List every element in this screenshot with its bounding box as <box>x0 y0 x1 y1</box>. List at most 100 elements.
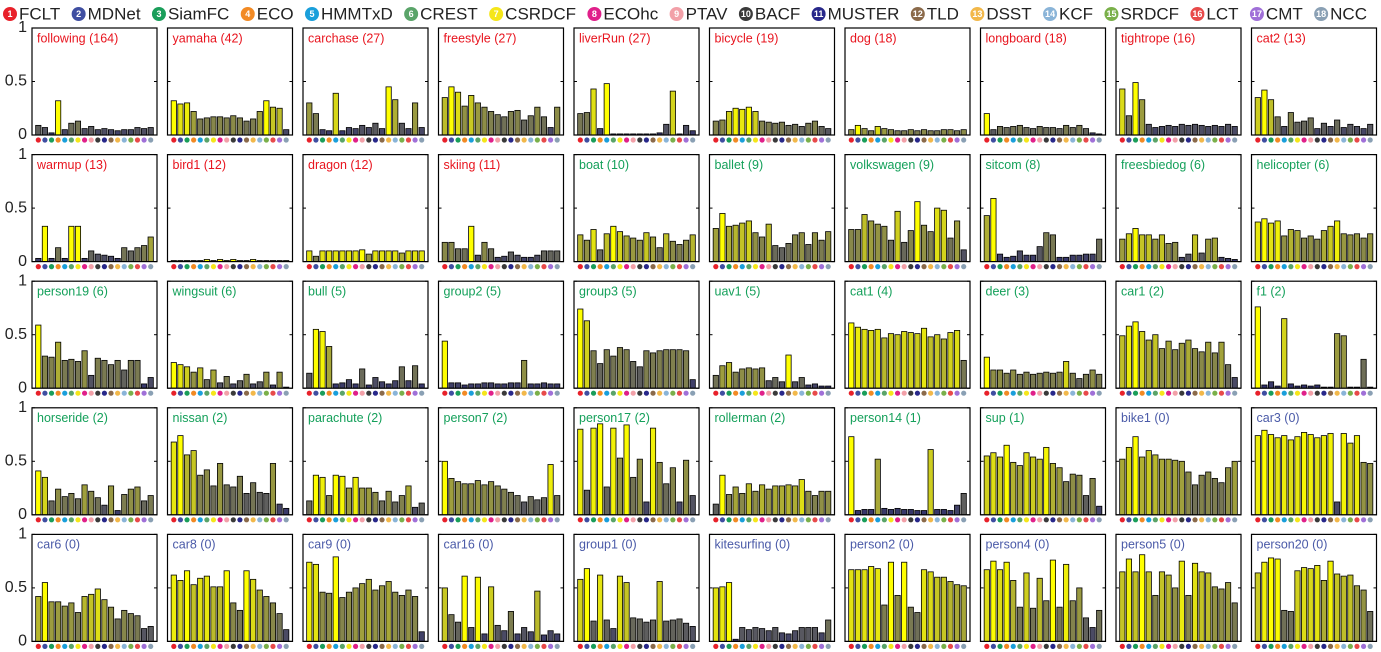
bar <box>636 618 643 642</box>
y-tick-label: 0.5 <box>5 453 27 470</box>
bar <box>1327 560 1334 642</box>
bar <box>365 253 372 263</box>
tracker-marker <box>1301 137 1307 143</box>
tracker-marker <box>1126 390 1132 396</box>
bar <box>778 381 785 389</box>
bar <box>940 509 947 516</box>
bar <box>1016 250 1023 262</box>
panel-frame <box>573 280 700 389</box>
bar <box>848 229 855 262</box>
bar <box>412 365 419 389</box>
bar <box>861 328 868 389</box>
tracker-marker <box>399 517 405 523</box>
bar <box>1023 371 1030 389</box>
bar <box>55 100 62 136</box>
tracker-marker <box>237 390 243 396</box>
tracker-marker <box>352 264 359 270</box>
bar <box>719 586 726 642</box>
tracker-marker <box>75 264 81 270</box>
bar <box>752 232 759 263</box>
tracker-marker <box>908 517 914 523</box>
tracker-marker <box>468 390 474 396</box>
tracker-marker <box>617 264 623 270</box>
legend-item: 18 NCC <box>1314 4 1367 23</box>
bar <box>41 355 48 389</box>
bar <box>514 633 521 642</box>
tracker-marker <box>1139 517 1145 523</box>
tracker-marker <box>462 264 468 270</box>
tracker-marker <box>339 643 345 650</box>
tracker-marker <box>990 517 997 523</box>
bar <box>1049 463 1056 516</box>
bar <box>454 621 462 642</box>
tracker-marker <box>88 390 94 396</box>
bar <box>818 239 825 262</box>
legend-id: 10 <box>741 9 751 19</box>
panel-frame <box>166 407 294 516</box>
legend-item: 5 HMMTxD <box>304 4 393 23</box>
bar <box>960 249 967 263</box>
bar <box>1225 582 1232 642</box>
bar <box>1125 115 1132 136</box>
bar <box>1145 450 1152 516</box>
tracker-marker <box>534 137 540 143</box>
tracker-marker <box>346 264 352 270</box>
bar <box>507 382 514 389</box>
tracker-marker <box>462 137 468 143</box>
bar <box>68 122 75 136</box>
panel <box>980 28 1106 135</box>
tracker-marker <box>217 264 223 270</box>
tracker-marker <box>1089 137 1096 143</box>
bar <box>785 243 792 263</box>
tracker-marker <box>772 137 778 143</box>
tracker-marker <box>785 137 792 143</box>
bar <box>405 485 412 516</box>
tracker-marker <box>319 390 326 396</box>
bar <box>1030 607 1037 642</box>
tracker-marker <box>604 517 610 523</box>
tracker-marker <box>210 137 217 143</box>
bar <box>854 569 861 642</box>
tracker-marker <box>366 264 372 270</box>
bar <box>1069 127 1076 136</box>
tracker-marker <box>1063 643 1069 650</box>
bar <box>134 615 141 642</box>
bar <box>1082 617 1090 642</box>
bar <box>88 126 95 136</box>
bar <box>55 247 62 263</box>
tracker-marker <box>257 643 263 650</box>
tracker-marker <box>766 390 772 396</box>
bar <box>745 106 752 136</box>
tracker-marker <box>55 517 61 523</box>
bar <box>623 582 630 642</box>
bar <box>610 225 617 262</box>
tracker-marker <box>1327 643 1334 650</box>
bar <box>1198 474 1205 516</box>
tracker-marker <box>405 137 412 143</box>
bar <box>583 489 590 516</box>
bar <box>868 509 875 516</box>
bar <box>121 247 128 263</box>
bar <box>1281 126 1288 136</box>
tracker-marker <box>752 264 759 270</box>
tracker-marker <box>1023 264 1030 270</box>
tracker-marker <box>495 390 501 396</box>
tracker-marker <box>1185 264 1192 270</box>
tracker-marker <box>1301 517 1307 523</box>
tracker-marker <box>547 643 554 650</box>
bar <box>1334 220 1341 263</box>
tracker-marker <box>1096 264 1102 270</box>
tracker-marker <box>1192 390 1198 396</box>
tracker-marker <box>610 517 616 523</box>
tracker-marker <box>713 137 719 143</box>
bar <box>127 613 134 642</box>
bar <box>874 458 881 516</box>
tracker-marker <box>1037 517 1043 523</box>
bar <box>907 509 914 516</box>
tracker-marker <box>759 137 765 143</box>
tracker-marker <box>283 643 289 650</box>
bar <box>868 220 875 263</box>
tracker-marker <box>713 390 719 396</box>
tracker-marker <box>1367 390 1373 396</box>
tracker-marker <box>855 643 861 650</box>
